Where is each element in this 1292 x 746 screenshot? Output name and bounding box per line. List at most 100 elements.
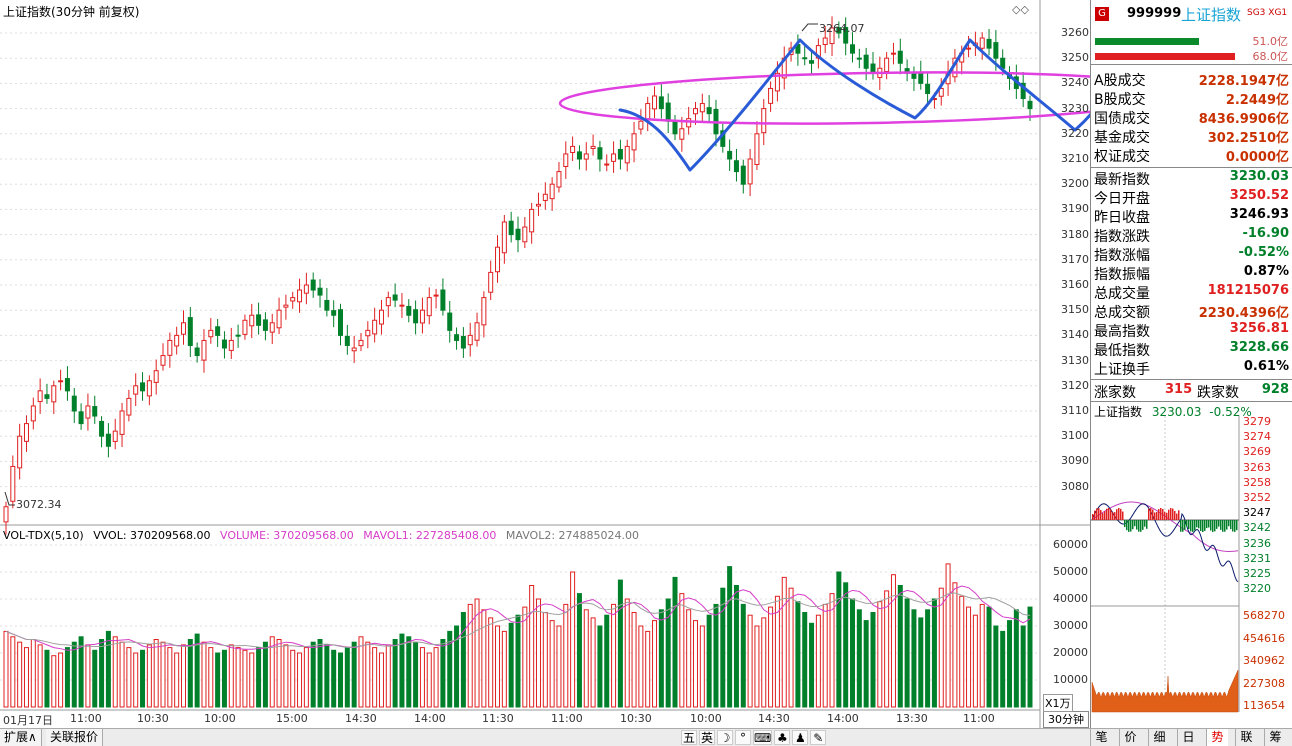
candle-body bbox=[604, 163, 610, 166]
adv-label: 涨家数 bbox=[1094, 385, 1136, 401]
club-icon[interactable]: ♣ bbox=[774, 730, 791, 745]
related-quotes-tab[interactable]: 关联报价 bbox=[46, 729, 104, 746]
intraday-mini-chart[interactable] bbox=[1091, 416, 1292, 716]
volume-bar bbox=[167, 647, 173, 708]
quote-row: A股成交 2228.1947亿 bbox=[1091, 69, 1292, 89]
volume-bar bbox=[17, 641, 23, 708]
volume-bar bbox=[768, 606, 774, 708]
tab-daily[interactable]: 日 bbox=[1177, 729, 1199, 746]
mini-breadth-bar bbox=[1178, 510, 1180, 520]
volume-bar bbox=[802, 612, 808, 708]
candle-body bbox=[911, 73, 917, 79]
main-chart-panel[interactable]: 上证指数(30分钟 前复权) ◇◇ 3260 3250 3240 3230 3220 32… bbox=[0, 0, 1090, 728]
expand-tab[interactable]: 扩展∧ bbox=[0, 729, 42, 746]
bar2-value: 68.0亿 bbox=[1252, 50, 1289, 63]
volume-bar bbox=[399, 633, 405, 708]
volume-bar bbox=[105, 630, 111, 708]
diamond-icon[interactable]: ◇ bbox=[1020, 3, 1029, 16]
tab-related[interactable]: 联 bbox=[1235, 729, 1257, 746]
candle-body bbox=[501, 221, 507, 254]
candle-body bbox=[358, 339, 364, 347]
buy-bar bbox=[1095, 38, 1199, 45]
quote-label: 总成交量 bbox=[1094, 286, 1150, 302]
mini-price-tick: 3225 bbox=[1243, 567, 1271, 580]
tab-detail[interactable]: 细 bbox=[1148, 729, 1170, 746]
mini-breadth-bar bbox=[1130, 520, 1132, 532]
candle-body bbox=[986, 38, 992, 49]
mini-breadth-bar bbox=[1102, 513, 1104, 520]
vol-indicator: VOL-TDX(5,10) bbox=[3, 529, 84, 542]
volume-bar bbox=[331, 649, 337, 708]
separator bbox=[1091, 64, 1292, 65]
quote-row: 最低指数 3228.66 bbox=[1091, 339, 1292, 359]
mini-breadth-bar bbox=[1194, 520, 1196, 531]
candle-body bbox=[843, 27, 849, 44]
tab-trend[interactable]: 势 bbox=[1206, 729, 1228, 746]
tab-chips[interactable]: 筹 bbox=[1264, 729, 1286, 746]
volume-tick: 30000 bbox=[1053, 619, 1088, 632]
stock-name: 上证指数 bbox=[1181, 6, 1242, 24]
candle-body bbox=[392, 294, 398, 301]
time-tick: 14:30 bbox=[758, 712, 790, 725]
time-tick: 10:00 bbox=[690, 712, 722, 725]
volume-bar bbox=[256, 647, 262, 708]
quote-value: 0.0000亿 bbox=[1225, 150, 1289, 165]
chart-controls[interactable]: ◇◇ bbox=[1012, 3, 1029, 16]
candle-body bbox=[99, 420, 105, 437]
keyboard-icon[interactable]: ⌨ bbox=[753, 730, 773, 745]
mini-breadth-bar bbox=[1144, 520, 1146, 527]
candle-body bbox=[966, 47, 972, 50]
volume-bar bbox=[945, 563, 951, 708]
quote-label: 权证成交 bbox=[1094, 149, 1150, 165]
mini-breadth-bar bbox=[1094, 510, 1096, 520]
volume-bar bbox=[925, 609, 931, 708]
wrench-icon[interactable]: ✎ bbox=[810, 730, 827, 745]
price-tick: 3160 bbox=[1061, 278, 1089, 291]
five-icon[interactable]: 五 bbox=[681, 730, 697, 745]
quote-value: -0.52% bbox=[1238, 245, 1290, 260]
volume-bar bbox=[44, 649, 50, 708]
candle-body bbox=[665, 102, 671, 122]
candle-body bbox=[474, 322, 480, 341]
candlestick-chart[interactable] bbox=[0, 0, 1090, 728]
volume-bar bbox=[30, 639, 36, 708]
chart-title: 上证指数(30分钟 前复权) bbox=[3, 5, 140, 19]
candle-body bbox=[467, 334, 473, 346]
separator bbox=[1091, 379, 1292, 380]
candle-body bbox=[262, 319, 268, 331]
mini-breadth-bar bbox=[1232, 520, 1234, 532]
volume-bar bbox=[856, 609, 862, 708]
g-badge[interactable]: G bbox=[1095, 7, 1109, 21]
volume-bar bbox=[413, 641, 419, 708]
volume-bar bbox=[720, 587, 726, 708]
period-selector[interactable]: 30分钟 bbox=[1043, 711, 1089, 728]
volume-bar bbox=[583, 609, 589, 708]
volume-bar bbox=[467, 603, 473, 708]
degree-icon[interactable]: ° bbox=[735, 730, 751, 745]
diamond-icon[interactable]: ◇ bbox=[1012, 3, 1021, 16]
price-tick: 3120 bbox=[1061, 378, 1089, 392]
quote-row: 国债成交 8436.9906亿 bbox=[1091, 107, 1292, 127]
mini-breadth-bar bbox=[1164, 511, 1166, 520]
volume-bar bbox=[850, 598, 856, 708]
candle-body bbox=[208, 329, 214, 338]
tab-strokes[interactable]: 笔 bbox=[1090, 729, 1112, 746]
volume-bar bbox=[590, 617, 596, 708]
adv-dec-row: 涨家数 315 跌家数 928 bbox=[1091, 381, 1292, 401]
mini-breadth-bar bbox=[1192, 520, 1194, 532]
tab-price[interactable]: 价 bbox=[1119, 729, 1141, 746]
candle-body bbox=[419, 309, 425, 324]
english-icon[interactable]: 英 bbox=[699, 730, 715, 745]
mini-breadth-bar bbox=[1188, 520, 1190, 530]
candle-body bbox=[856, 57, 862, 60]
price-tick: 3250 bbox=[1061, 51, 1089, 65]
candle-body bbox=[167, 339, 173, 356]
sg-tags: SG3 XG1 bbox=[1247, 8, 1288, 18]
candle-body bbox=[624, 145, 630, 164]
pawn-icon[interactable]: ♟ bbox=[792, 730, 809, 745]
volume-bar bbox=[761, 617, 767, 708]
volume-bar bbox=[699, 625, 705, 708]
moon-icon[interactable]: ☽ bbox=[717, 730, 733, 745]
quote-row: 基金成交 302.2510亿 bbox=[1091, 126, 1292, 146]
quote-value: 0.61% bbox=[1243, 359, 1289, 374]
